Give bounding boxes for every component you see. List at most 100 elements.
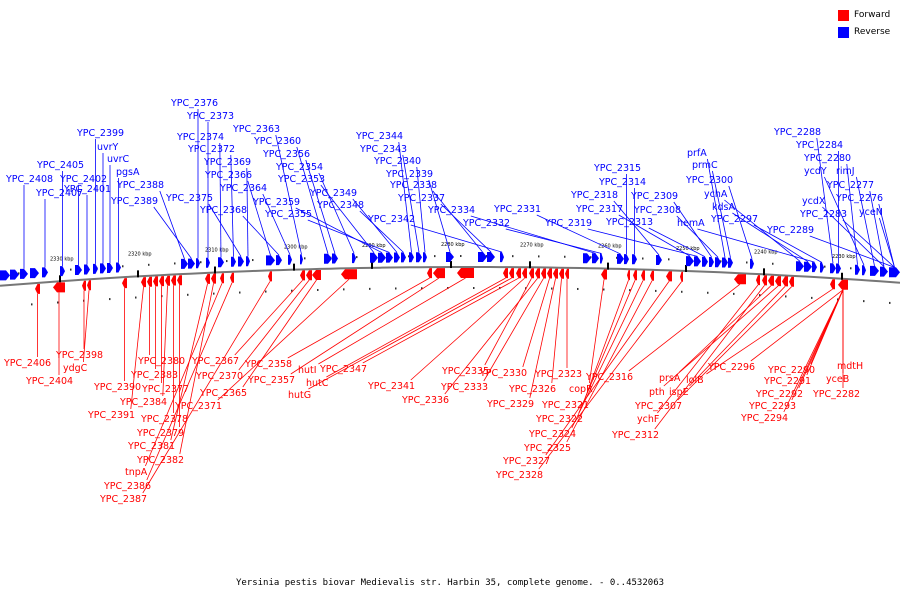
reverse-gene-label[interactable]: YPC_2399: [76, 128, 124, 139]
reverse-gene-arrow[interactable]: [796, 261, 804, 272]
forward-gene-label[interactable]: YPC_2293: [748, 401, 796, 412]
reverse-gene-arrow[interactable]: [750, 258, 754, 269]
reverse-gene-arrow[interactable]: [478, 252, 487, 262]
forward-gene-label[interactable]: YPC_2328: [495, 470, 543, 481]
forward-gene-label[interactable]: copR: [569, 384, 593, 395]
reverse-gene-label[interactable]: YPC_2317: [575, 204, 623, 215]
forward-gene-label[interactable]: YPC_2329: [486, 399, 534, 410]
forward-gene-arrow[interactable]: [565, 268, 569, 279]
forward-gene-arrow[interactable]: [341, 269, 357, 280]
reverse-gene-label[interactable]: rimJ: [836, 166, 855, 177]
reverse-gene-arrow[interactable]: [624, 254, 629, 265]
forward-gene-label[interactable]: ychF: [637, 414, 659, 425]
reverse-gene-arrow[interactable]: [715, 257, 721, 268]
reverse-gene-arrow[interactable]: [246, 256, 250, 267]
forward-gene-arrow[interactable]: [53, 282, 65, 293]
reverse-gene-label[interactable]: YPC_2289: [766, 225, 814, 236]
forward-gene-label[interactable]: YPC_2391: [87, 410, 135, 421]
forward-gene-arrow[interactable]: [516, 268, 521, 279]
reverse-gene-label[interactable]: YPC_2356: [262, 149, 310, 160]
reverse-gene-label[interactable]: YPC_2368: [199, 205, 247, 216]
forward-gene-label[interactable]: yceB: [826, 374, 849, 385]
forward-gene-arrow[interactable]: [35, 283, 40, 294]
forward-gene-arrow[interactable]: [633, 270, 637, 281]
reverse-gene-arrow[interactable]: [188, 258, 195, 269]
forward-gene-label[interactable]: YPC_2386: [103, 481, 151, 492]
reverse-gene-arrow[interactable]: [60, 266, 65, 277]
reverse-gene-arrow[interactable]: [686, 256, 694, 267]
forward-gene-label[interactable]: YPC_2282: [812, 389, 860, 400]
reverse-gene-label[interactable]: YPC_2405: [36, 160, 84, 171]
forward-gene-label[interactable]: tnpA: [125, 467, 148, 478]
forward-gene-label[interactable]: YPC_2387: [99, 494, 147, 505]
forward-gene-label[interactable]: YPC_2335: [441, 366, 489, 377]
forward-gene-label[interactable]: YPC_2291: [763, 376, 811, 387]
reverse-gene-label[interactable]: YPC_2280: [803, 153, 851, 164]
reverse-gene-arrow[interactable]: [812, 262, 817, 273]
reverse-gene-label[interactable]: YPC_2369: [203, 157, 251, 168]
forward-gene-arrow[interactable]: [122, 278, 127, 289]
forward-gene-label[interactable]: YPC_2367: [191, 356, 239, 367]
forward-gene-arrow[interactable]: [306, 270, 312, 281]
reverse-gene-arrow[interactable]: [30, 268, 39, 279]
reverse-gene-label[interactable]: YPC_2331: [493, 204, 541, 215]
reverse-gene-label[interactable]: YPC_2376: [170, 98, 218, 109]
reverse-gene-arrow[interactable]: [836, 263, 841, 274]
reverse-gene-label[interactable]: YPC_2349: [309, 188, 357, 199]
reverse-gene-label[interactable]: YPC_2284: [795, 140, 843, 151]
reverse-gene-arrow[interactable]: [218, 257, 224, 268]
reverse-gene-arrow[interactable]: [728, 257, 733, 268]
forward-gene-arrow[interactable]: [535, 268, 540, 279]
forward-gene-arrow[interactable]: [268, 271, 272, 282]
reverse-gene-label[interactable]: YPC_2300: [685, 175, 733, 186]
forward-gene-label[interactable]: pth: [649, 387, 665, 398]
reverse-gene-arrow[interactable]: [352, 253, 356, 264]
reverse-gene-label[interactable]: YPC_2401: [63, 184, 111, 195]
forward-gene-arrow[interactable]: [782, 276, 788, 287]
forward-gene-label[interactable]: hutC: [306, 378, 329, 389]
forward-gene-arrow[interactable]: [529, 268, 534, 279]
reverse-gene-label[interactable]: YPC_2372: [187, 144, 235, 155]
reverse-gene-arrow[interactable]: [709, 257, 714, 267]
forward-gene-label[interactable]: YPC_2290: [767, 365, 815, 376]
forward-gene-arrow[interactable]: [87, 280, 91, 291]
reverse-gene-arrow[interactable]: [107, 263, 113, 273]
reverse-gene-label[interactable]: prmC: [692, 160, 718, 171]
reverse-gene-arrow[interactable]: [394, 252, 400, 263]
forward-gene-label[interactable]: YPC_2296: [707, 362, 755, 373]
reverse-gene-label[interactable]: YPC_2338: [389, 180, 437, 191]
forward-gene-label[interactable]: YPC_2383: [130, 370, 178, 381]
reverse-gene-label[interactable]: YPC_2407: [35, 188, 83, 199]
reverse-gene-label[interactable]: YPC_2315: [593, 163, 641, 174]
forward-gene-arrow[interactable]: [147, 276, 152, 287]
forward-gene-label[interactable]: YPC_2326: [508, 384, 556, 395]
forward-gene-label[interactable]: YPC_2292: [755, 389, 803, 400]
reverse-gene-label[interactable]: YPC_2309: [630, 191, 678, 202]
forward-gene-label[interactable]: YPC_2323: [534, 369, 582, 380]
forward-gene-label[interactable]: YPC_2307: [634, 401, 682, 412]
reverse-gene-arrow[interactable]: [238, 256, 244, 267]
reverse-gene-label[interactable]: YPC_2360: [253, 136, 301, 147]
forward-gene-label[interactable]: YPC_2322: [535, 414, 583, 425]
reverse-gene-label[interactable]: YPC_2319: [544, 218, 592, 229]
reverse-gene-arrow[interactable]: [416, 252, 422, 263]
reverse-gene-arrow[interactable]: [42, 267, 48, 278]
reverse-gene-arrow[interactable]: [880, 266, 888, 277]
forward-gene-arrow[interactable]: [159, 276, 164, 287]
forward-gene-arrow[interactable]: [830, 279, 835, 290]
reverse-gene-label[interactable]: YPC_2375: [165, 193, 213, 204]
reverse-gene-arrow[interactable]: [889, 267, 900, 278]
reverse-gene-arrow[interactable]: [370, 252, 378, 263]
forward-gene-label[interactable]: YPC_2406: [3, 358, 51, 369]
reverse-gene-arrow[interactable]: [446, 252, 454, 262]
reverse-gene-arrow[interactable]: [401, 252, 406, 263]
reverse-gene-arrow[interactable]: [196, 258, 200, 269]
reverse-gene-arrow[interactable]: [386, 252, 393, 263]
reverse-gene-label[interactable]: prfA: [687, 148, 707, 159]
forward-gene-arrow[interactable]: [457, 268, 474, 278]
forward-gene-arrow[interactable]: [680, 271, 683, 282]
forward-gene-label[interactable]: YPC_2341: [367, 381, 415, 392]
forward-gene-label[interactable]: YPC_2324: [528, 429, 576, 440]
forward-gene-label[interactable]: YPC_2327: [502, 456, 550, 467]
forward-gene-label[interactable]: YPC_2347: [319, 364, 367, 375]
